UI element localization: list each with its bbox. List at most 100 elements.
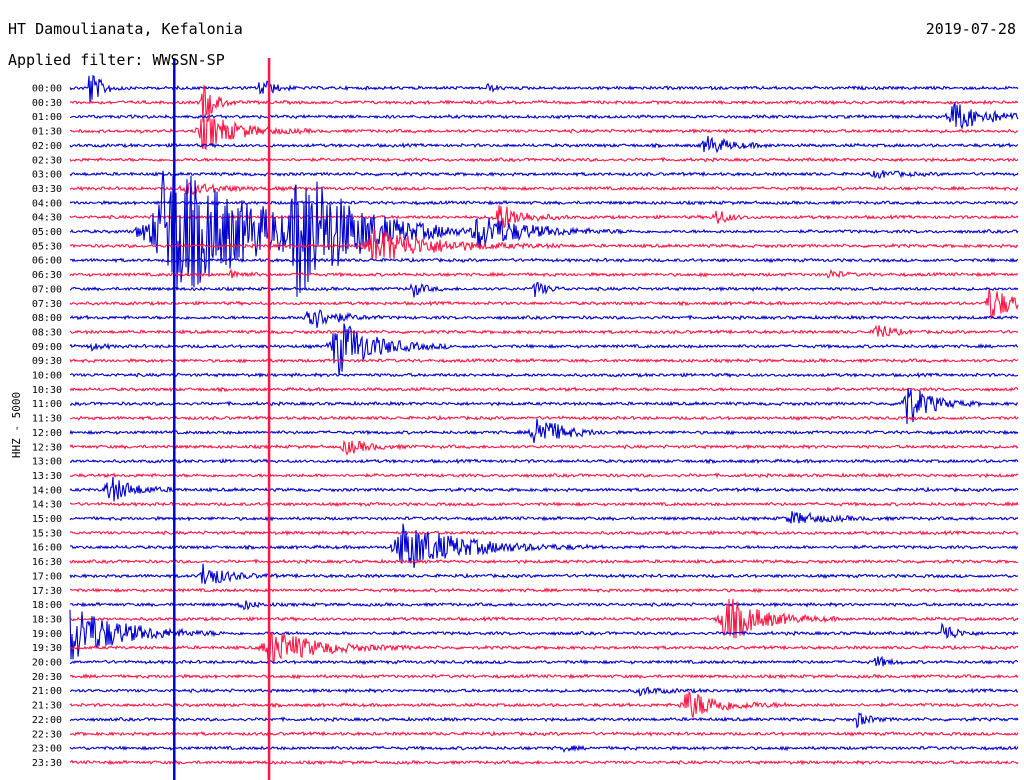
trace-row (69, 387, 1019, 425)
row-time-label: 07:00 (32, 284, 62, 295)
trace-row (69, 84, 1019, 123)
trace-row (69, 228, 1019, 261)
trace-row (69, 357, 1019, 364)
row-time-label: 00:30 (32, 98, 62, 109)
row-time-label: 16:00 (32, 543, 62, 554)
trace-row (69, 476, 1019, 502)
row-time-label: 02:30 (32, 155, 62, 166)
row-time-label: 15:00 (32, 514, 62, 525)
row-time-label: 19:00 (32, 629, 62, 640)
trace-row (69, 323, 1019, 375)
row-time-label: 06:00 (32, 256, 62, 267)
trace-row (69, 199, 1019, 206)
trace-row (69, 282, 1019, 298)
row-time-label: 14:00 (32, 485, 62, 496)
row-time-label: 21:00 (32, 686, 62, 697)
row-time-label: 18:30 (32, 614, 62, 625)
trace-row (69, 686, 1019, 697)
trace-row (69, 414, 1019, 422)
row-time-label: 22:30 (32, 729, 62, 740)
trace-row (69, 523, 1019, 568)
row-time-label: 19:30 (32, 643, 62, 654)
trace-row (69, 101, 1019, 130)
trace-row (69, 609, 1019, 660)
trace-row (69, 511, 1019, 524)
trace-row (69, 371, 1019, 379)
trace-row (69, 268, 1018, 279)
trace-row (69, 170, 1019, 179)
row-time-label: 08:00 (32, 313, 62, 324)
row-time-label: 00:00 (32, 84, 62, 95)
row-time-label: 20:00 (32, 658, 62, 669)
trace-row (69, 472, 1019, 479)
row-time-label: 18:00 (32, 600, 62, 611)
trace-row (69, 457, 1019, 465)
trace-row (69, 500, 1019, 508)
trace-row (69, 170, 1019, 297)
row-time-label: 04:00 (32, 198, 62, 209)
trace-row (69, 759, 1019, 766)
trace-row (69, 309, 1019, 328)
trace-row (69, 386, 1019, 393)
trace-row (69, 563, 1018, 585)
row-time-label: 23:00 (32, 744, 62, 755)
row-time-label: 07:30 (32, 299, 62, 310)
row-time-label: 23:30 (32, 758, 62, 769)
row-time-label: 03:00 (32, 170, 62, 181)
trace-row (69, 690, 1019, 718)
trace-row (69, 529, 1019, 537)
row-time-label: 15:30 (32, 528, 62, 539)
row-time-label: 01:30 (32, 127, 62, 138)
trace-row (69, 418, 1019, 444)
row-time-label: 13:30 (32, 471, 62, 482)
row-time-label: 02:00 (32, 141, 62, 152)
trace-row (69, 289, 1019, 320)
row-time-label: 16:30 (32, 557, 62, 568)
y-axis-label: HHZ - 5000 (10, 391, 23, 459)
trace-row (69, 75, 1019, 103)
row-time-label: 08:30 (32, 327, 62, 338)
trace-row (69, 600, 1019, 611)
row-time-label: 17:30 (32, 586, 62, 597)
trace-row (69, 730, 1019, 737)
row-time-label: 06:30 (32, 270, 62, 281)
row-time-label: 11:30 (32, 414, 62, 425)
row-time-label: 05:30 (32, 241, 62, 252)
trace-row (69, 136, 1019, 154)
filter-label: Applied filter: WWSSN-SP (8, 51, 225, 69)
trace-row (69, 114, 1019, 151)
trace-row (69, 586, 1019, 594)
row-time-label: 03:30 (32, 184, 62, 195)
row-time-label: 10:00 (32, 371, 62, 382)
trace-row (69, 712, 1019, 729)
row-time-label: 13:00 (32, 457, 62, 468)
row-time-label: 17:00 (32, 571, 62, 582)
trace-row (69, 324, 1019, 337)
row-time-label: 05:00 (32, 227, 62, 238)
trace-row (69, 629, 1019, 664)
trace-row (69, 598, 1019, 639)
row-time-label: 22:00 (32, 715, 62, 726)
row-time-label: 12:30 (32, 442, 62, 453)
row-time-label: 09:30 (32, 356, 62, 367)
row-time-label: 14:30 (32, 500, 62, 511)
date-label: 2019-07-28 (925, 20, 1016, 38)
row-time-label: 21:30 (32, 701, 62, 712)
station-title: HT Damoulianata, Kefalonia (8, 20, 243, 38)
trace-row (70, 673, 1019, 680)
row-time-label: 11:00 (32, 399, 62, 410)
trace-row (69, 156, 1019, 163)
trace-row (69, 655, 1019, 667)
row-time-label: 09:00 (32, 342, 62, 353)
trace-row (69, 744, 1019, 753)
row-time-label: 10:30 (32, 385, 62, 396)
row-time-label: 04:30 (32, 213, 62, 224)
row-time-label: 12:00 (32, 428, 62, 439)
trace-row (69, 256, 1019, 264)
row-time-label: 20:30 (32, 672, 62, 683)
trace-row (69, 182, 1019, 196)
trace-row (69, 558, 1019, 565)
trace-row (69, 439, 1019, 456)
trace-row (69, 205, 1019, 229)
